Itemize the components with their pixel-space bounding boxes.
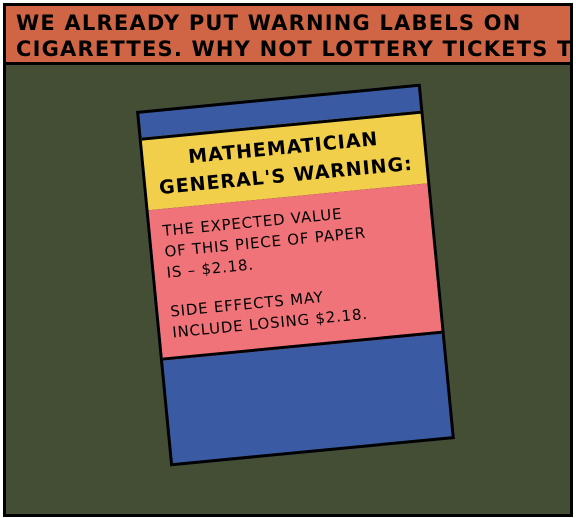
caption-box: WE ALREADY PUT WARNING LABELS ON CIGARET… [6,6,570,65]
caption-line-1: WE ALREADY PUT WARNING LABELS ON [16,11,522,35]
lottery-ticket: MATHEMATICIAN GENERAL'S WARNING: THE EXP… [136,83,455,467]
warning-body: THE EXPECTED VALUE OF THIS PIECE OF PAPE… [148,183,442,361]
comic-panel: WE ALREADY PUT WARNING LABELS ON CIGARET… [3,3,573,517]
caption-line-2: CIGARETTES. WHY NOT LOTTERY TICKETS TOO? [16,37,573,61]
